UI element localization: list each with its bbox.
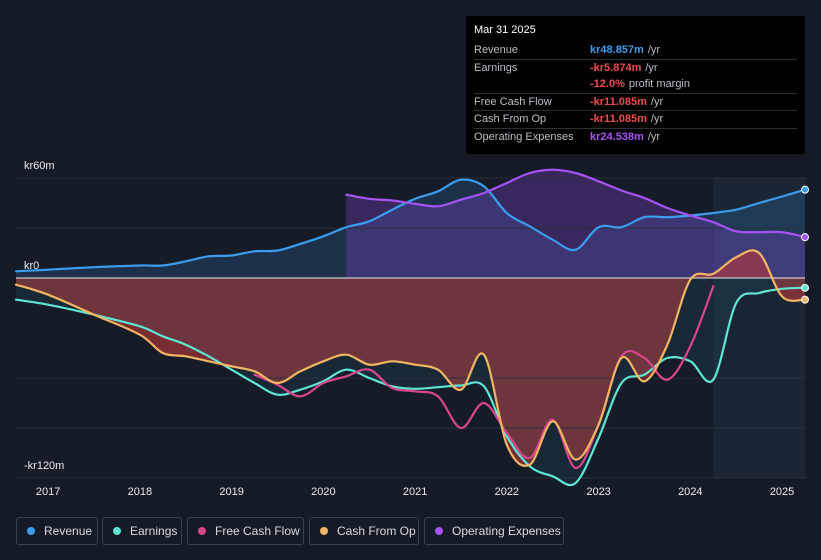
revenue-line (14, 178, 807, 273)
tooltip-unit: /yr (650, 113, 664, 126)
tooltip-row-profit-margin: -12.0% profit margin (474, 76, 797, 93)
tooltip-unit: /yr (645, 61, 658, 74)
tooltip-label: Cash From Op (474, 113, 547, 126)
x-tick-label: 2024 (678, 486, 702, 498)
y-tick-label: kr0 (24, 260, 39, 272)
chart-lines (14, 168, 807, 487)
tooltip-unit: /yr (650, 95, 664, 108)
y-axis-labels: kr60m kr0 -kr120m (24, 160, 64, 472)
legend-item-free-cash-flow[interactable]: Free Cash Flow (187, 517, 304, 545)
tooltip-value: -kr11.085m (590, 113, 647, 126)
tooltip-row-earnings: Earnings -kr5.874m /yr (474, 58, 797, 77)
tooltip-label: Operating Expenses (474, 130, 574, 143)
tooltip-value: -12.0% (590, 78, 625, 91)
tooltip-value: -kr5.874m (590, 61, 642, 74)
tooltip-date: Mar 31 2025 (474, 24, 536, 36)
legend-item-revenue[interactable]: Revenue (16, 517, 98, 545)
x-tick-label: 2017 (36, 486, 60, 498)
tooltip-unit: /yr (647, 130, 661, 143)
tooltip-row-cash-from-op: Cash From Op -kr11.085m /yr (474, 110, 797, 128)
chart-gridlines (16, 177, 805, 479)
tooltip-value: -kr11.085m (590, 95, 647, 108)
legend-dot-icon (113, 527, 121, 535)
legend-dot-icon (435, 527, 443, 535)
legend-label: Free Cash Flow (215, 524, 300, 538)
tooltip-unit: /yr (647, 44, 661, 57)
tooltip-value: kr48.857m (590, 44, 644, 57)
tooltip-value: kr24.538m (590, 130, 644, 143)
chart-areas (16, 169, 805, 486)
legend-label: Operating Expenses (452, 524, 561, 538)
free-cash-flow-line (253, 285, 715, 470)
legend-dot-icon (198, 527, 206, 535)
legend-label: Cash From Op (337, 524, 416, 538)
earnings-line (14, 286, 807, 487)
x-tick-label: 2021 (403, 486, 427, 498)
tooltip-row-operating-expenses: Operating Expenses kr24.538m /yr (474, 127, 797, 146)
cash-from-op-line (14, 249, 807, 467)
x-axis-labels: 2017 2018 2019 2020 2021 2022 2023 2024 2025 (36, 486, 794, 498)
revenue-area (16, 179, 805, 278)
legend-dot-icon (27, 527, 35, 535)
y-tick-label: -kr120m (24, 460, 64, 472)
x-tick-label: 2018 (128, 486, 152, 498)
chart-end-markers (801, 185, 809, 304)
x-tick-label: 2023 (586, 486, 610, 498)
cash-from-op-area (16, 250, 805, 466)
tooltip-label: Earnings (474, 61, 518, 74)
tooltip-unit: profit margin (628, 78, 690, 91)
legend-label: Earnings (130, 524, 178, 538)
tooltip-label: Revenue (474, 44, 519, 57)
legend-label: Revenue (44, 524, 93, 538)
earnings-area (16, 278, 805, 486)
operating-expenses-end-marker (801, 233, 809, 242)
data-tooltip: Mar 31 2025 Revenue kr48.857m /yr Earnin… (466, 16, 805, 154)
tooltip-row-free-cash-flow: Free Cash Flow -kr11.085m /yr (474, 92, 797, 111)
legend-item-earnings[interactable]: Earnings (102, 517, 182, 545)
x-tick-label: 2019 (219, 486, 243, 498)
earnings-end-marker (801, 283, 809, 292)
operating-expenses-area (346, 169, 805, 278)
y-tick-label: kr60m (24, 160, 55, 172)
tooltip-row-revenue: Revenue kr48.857m /yr (474, 42, 797, 59)
cash-from-op-end-marker (801, 295, 809, 304)
operating-expenses-line (345, 168, 807, 239)
x-tick-label: 2022 (495, 486, 519, 498)
x-tick-label: 2020 (311, 486, 335, 498)
revenue-end-marker (801, 185, 809, 194)
x-tick-label: 2025 (770, 486, 794, 498)
legend-item-cash-from-op[interactable]: Cash From Op (309, 517, 419, 545)
tooltip-label: Free Cash Flow (474, 95, 552, 108)
legend-dot-icon (320, 527, 328, 535)
legend-item-operating-expenses[interactable]: Operating Expenses (424, 517, 564, 545)
